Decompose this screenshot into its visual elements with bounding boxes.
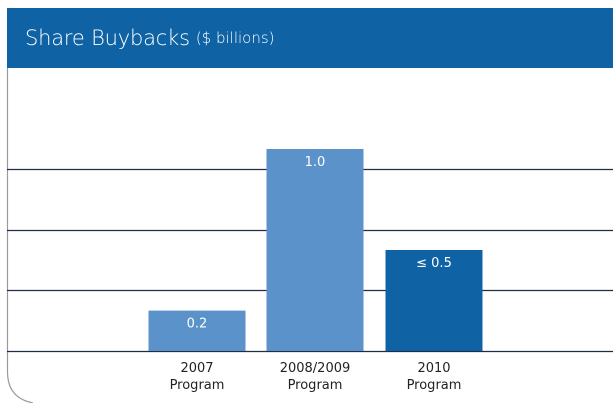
bar <box>148 310 246 351</box>
category-label: Program <box>288 378 343 393</box>
bar <box>266 149 364 351</box>
category-label: Program <box>170 378 225 393</box>
data-label: 1.0 <box>305 155 326 170</box>
data-label: ≤ 0.5 <box>416 256 452 271</box>
category-label: 2008/2009 <box>280 361 351 376</box>
data-label: 0.2 <box>187 317 208 332</box>
category-label: 2010 <box>417 361 450 376</box>
chart-subtitle: ($ billions) <box>195 29 275 47</box>
category-label: 2007 <box>180 361 213 376</box>
chart-header: Share Buybacks ($ billions) <box>7 8 613 68</box>
chart-frame <box>6 68 34 403</box>
bar <box>385 250 483 351</box>
chart-title: Share Buybacks <box>25 26 190 50</box>
category-label: Program <box>407 378 462 393</box>
